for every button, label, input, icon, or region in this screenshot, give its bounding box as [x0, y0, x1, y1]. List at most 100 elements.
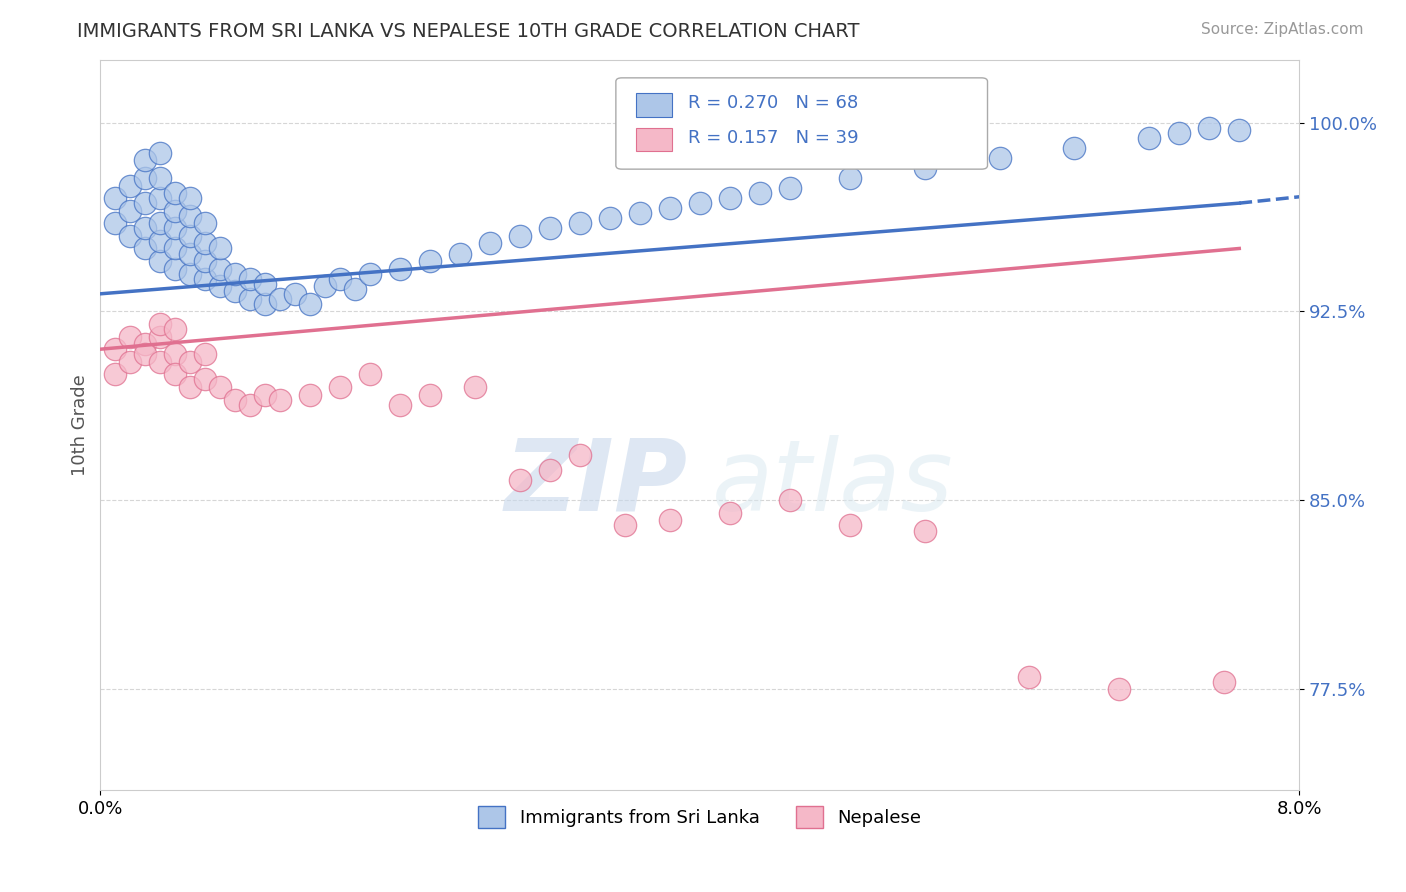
Point	[299, 297, 322, 311]
Point	[165, 322, 187, 336]
Point	[299, 387, 322, 401]
Point	[914, 524, 936, 538]
Point	[344, 282, 367, 296]
Point	[1213, 674, 1236, 689]
Point	[149, 145, 172, 160]
Point	[449, 246, 471, 260]
Point	[329, 380, 352, 394]
Point	[149, 171, 172, 186]
Point	[224, 267, 246, 281]
Point	[165, 203, 187, 218]
Point	[419, 387, 441, 401]
Point	[254, 387, 277, 401]
Point	[254, 297, 277, 311]
Point	[748, 186, 770, 200]
Point	[134, 153, 156, 168]
Point	[104, 191, 127, 205]
Point	[149, 234, 172, 248]
Point	[838, 518, 860, 533]
Point	[224, 392, 246, 407]
Point	[359, 267, 381, 281]
Point	[149, 191, 172, 205]
Legend: Immigrants from Sri Lanka, Nepalese: Immigrants from Sri Lanka, Nepalese	[471, 799, 928, 836]
Point	[568, 216, 591, 230]
Point	[104, 368, 127, 382]
Point	[149, 216, 172, 230]
Point	[538, 463, 561, 477]
Point	[329, 271, 352, 285]
Bar	[637, 128, 672, 151]
Point	[389, 261, 412, 276]
FancyBboxPatch shape	[616, 78, 987, 169]
Point	[179, 267, 201, 281]
Point	[599, 211, 621, 226]
Point	[1018, 670, 1040, 684]
Point	[149, 329, 172, 343]
Text: IMMIGRANTS FROM SRI LANKA VS NEPALESE 10TH GRADE CORRELATION CHART: IMMIGRANTS FROM SRI LANKA VS NEPALESE 10…	[77, 22, 860, 41]
Point	[179, 228, 201, 243]
Point	[209, 261, 232, 276]
Point	[179, 191, 201, 205]
Point	[838, 171, 860, 186]
Point	[120, 228, 142, 243]
Point	[1063, 141, 1085, 155]
Point	[1108, 682, 1130, 697]
Y-axis label: 10th Grade: 10th Grade	[72, 374, 89, 475]
Point	[568, 448, 591, 462]
Point	[389, 398, 412, 412]
Point	[194, 236, 217, 251]
Point	[658, 513, 681, 527]
Point	[779, 181, 801, 195]
Point	[179, 209, 201, 223]
Point	[658, 201, 681, 215]
Point	[179, 380, 201, 394]
Point	[179, 246, 201, 260]
Point	[165, 221, 187, 235]
Point	[718, 191, 741, 205]
Point	[314, 279, 336, 293]
Point	[104, 216, 127, 230]
Point	[239, 398, 262, 412]
Point	[165, 368, 187, 382]
Point	[134, 337, 156, 351]
Point	[1168, 126, 1191, 140]
Point	[165, 242, 187, 256]
Text: atlas: atlas	[711, 434, 953, 532]
Text: R = 0.270   N = 68: R = 0.270 N = 68	[688, 95, 858, 112]
Point	[209, 380, 232, 394]
Point	[509, 228, 531, 243]
Point	[239, 271, 262, 285]
Point	[120, 355, 142, 369]
Point	[165, 347, 187, 361]
Point	[419, 254, 441, 268]
Bar	[637, 93, 672, 117]
Point	[538, 221, 561, 235]
Point	[209, 279, 232, 293]
Point	[179, 355, 201, 369]
Point	[194, 216, 217, 230]
Point	[194, 347, 217, 361]
Point	[134, 171, 156, 186]
Point	[165, 186, 187, 200]
Point	[239, 292, 262, 306]
Point	[613, 518, 636, 533]
Point	[120, 178, 142, 193]
Point	[779, 493, 801, 508]
Point	[1137, 130, 1160, 145]
Point	[134, 221, 156, 235]
Point	[149, 317, 172, 331]
Point	[149, 254, 172, 268]
Text: ZIP: ZIP	[505, 434, 688, 532]
Point	[194, 271, 217, 285]
Point	[254, 277, 277, 291]
Point	[224, 285, 246, 299]
Point	[269, 292, 291, 306]
Text: Source: ZipAtlas.com: Source: ZipAtlas.com	[1201, 22, 1364, 37]
Point	[209, 242, 232, 256]
Point	[628, 206, 651, 220]
Point	[120, 203, 142, 218]
Point	[194, 254, 217, 268]
Point	[718, 506, 741, 520]
Point	[194, 372, 217, 386]
Point	[284, 286, 307, 301]
